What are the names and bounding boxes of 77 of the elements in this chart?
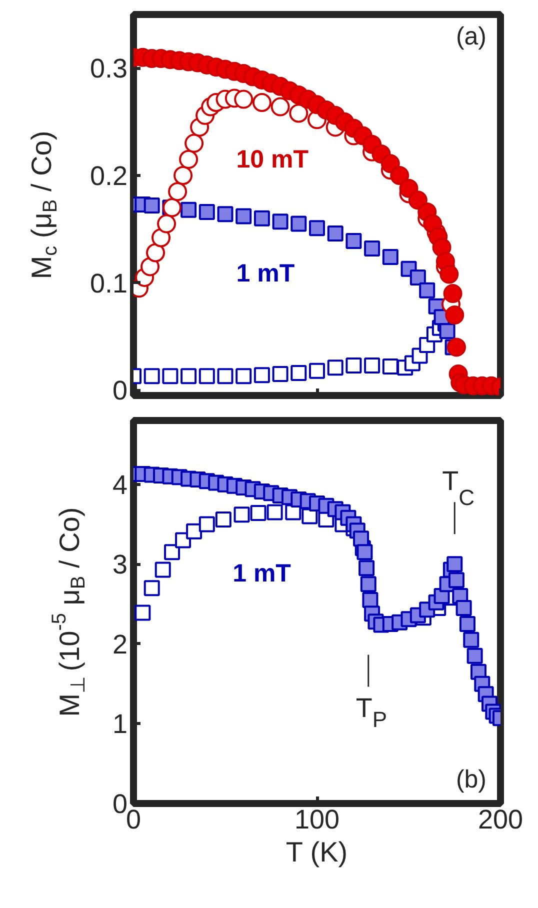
point — [463, 632, 480, 648]
point — [346, 232, 362, 249]
point — [356, 544, 373, 560]
point — [290, 216, 307, 232]
y-tick-label: 3 — [112, 550, 128, 580]
point — [266, 504, 283, 520]
point — [443, 284, 462, 304]
series-label: 10 mT — [236, 145, 309, 174]
point — [164, 544, 180, 560]
y-axis-title: M⊥ (10-5 μB / Co) — [48, 507, 90, 717]
point — [180, 368, 197, 384]
y-tick-label: 0 — [112, 376, 128, 406]
point — [198, 516, 215, 532]
point — [234, 506, 250, 523]
point — [162, 368, 178, 384]
y-tick-label: 2 — [112, 629, 128, 660]
point — [440, 264, 459, 284]
point — [144, 368, 160, 384]
y-tick-label: 4 — [112, 470, 128, 500]
point — [446, 556, 463, 572]
point — [380, 154, 400, 174]
point — [309, 220, 325, 236]
point — [198, 368, 215, 384]
text: 1 mT — [232, 560, 291, 588]
point — [254, 210, 270, 226]
point — [215, 511, 232, 528]
point — [382, 249, 398, 266]
point — [236, 208, 252, 224]
y-tick-label: 1 — [112, 709, 128, 740]
point — [466, 648, 483, 664]
point — [217, 206, 234, 222]
point — [162, 198, 182, 218]
point — [358, 560, 375, 576]
point — [327, 360, 344, 376]
point — [419, 282, 436, 298]
point — [410, 269, 426, 286]
point — [134, 604, 151, 621]
point — [186, 523, 202, 540]
annotation: (b) — [456, 766, 487, 794]
point — [234, 90, 254, 109]
point — [360, 576, 376, 592]
point — [217, 368, 234, 384]
point — [302, 508, 318, 524]
point — [446, 338, 466, 357]
point — [382, 358, 398, 375]
point — [272, 366, 288, 382]
y-tick-label: 0.2 — [90, 160, 128, 191]
point — [144, 580, 160, 596]
point — [180, 202, 197, 218]
point — [445, 306, 464, 324]
point — [198, 204, 215, 220]
point — [154, 562, 171, 578]
point — [364, 240, 380, 256]
point — [236, 368, 252, 384]
y-axis-title: Mc (μB / Co) — [26, 130, 62, 280]
point — [459, 616, 476, 632]
point — [144, 198, 160, 214]
point — [408, 190, 428, 210]
point — [272, 214, 288, 230]
annotation: (a) — [456, 22, 487, 50]
y-tick-label: 0.1 — [90, 268, 128, 298]
point — [448, 572, 464, 588]
x-axis-title: T (K) — [286, 836, 348, 868]
series-label: 1 mT — [236, 260, 295, 288]
point — [346, 357, 362, 374]
point — [456, 600, 472, 616]
x-tick-label: 200 — [478, 804, 524, 834]
point — [309, 362, 325, 379]
point — [250, 505, 266, 522]
point — [254, 367, 270, 384]
point — [439, 323, 456, 340]
point — [290, 364, 307, 381]
point — [390, 166, 410, 185]
point — [327, 225, 344, 242]
x-tick-label: 100 — [294, 804, 340, 834]
y-tick-label: 0.3 — [90, 54, 128, 84]
point — [364, 357, 380, 374]
